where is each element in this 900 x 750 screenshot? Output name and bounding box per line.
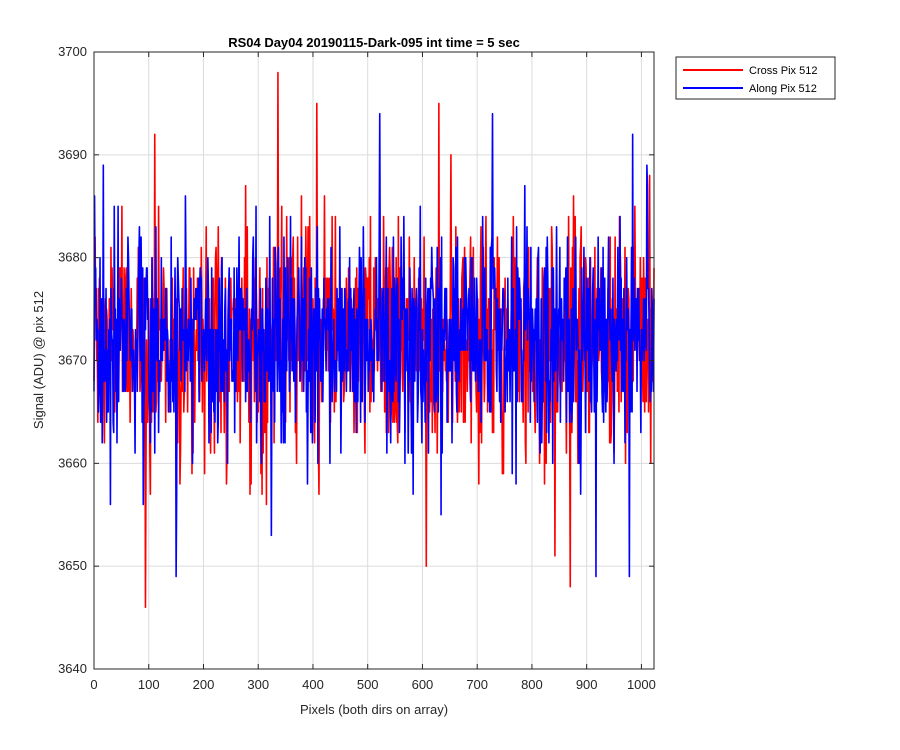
legend-label-cross: Cross Pix 512 — [749, 65, 817, 77]
y-tick-label: 3680 — [58, 250, 87, 265]
x-tick-label: 200 — [193, 677, 215, 692]
x-axis-label: Pixels (both dirs on array) — [300, 702, 448, 717]
y-tick-label: 3690 — [58, 147, 87, 162]
legend-label-along: Along Pix 512 — [749, 83, 817, 95]
y-tick-label: 3660 — [58, 455, 87, 470]
x-tick-label: 700 — [466, 677, 488, 692]
y-tick-label: 3670 — [58, 353, 87, 368]
legend-box — [675, 56, 836, 100]
data-series — [93, 71, 655, 609]
x-tick-label: 1000 — [627, 677, 656, 692]
y-axis-label: Signal (ADU) @ pix 512 — [31, 291, 46, 429]
series-line-along-pix-512 — [93, 112, 655, 578]
legend: Cross Pix 512 Along Pix 512 — [675, 56, 836, 100]
y-tick-label: 3700 — [58, 44, 87, 59]
x-tick-label: 600 — [412, 677, 434, 692]
x-tick-label: 300 — [247, 677, 269, 692]
x-tick-label: 900 — [576, 677, 598, 692]
x-tick-label: 800 — [521, 677, 543, 692]
x-tick-label: 500 — [357, 677, 379, 692]
x-tick-label: 0 — [90, 677, 97, 692]
x-tick-label: 100 — [138, 677, 160, 692]
y-tick-label: 3640 — [58, 661, 87, 676]
y-tick-label: 3650 — [58, 558, 87, 573]
chart-title: RS04 Day04 20190115-Dark-095 int time = … — [228, 35, 520, 50]
ticks: 0 100 200 300 400 500 600 700 800 900 1000 3640 3650… — [58, 44, 656, 692]
x-tick-label: 400 — [302, 677, 324, 692]
